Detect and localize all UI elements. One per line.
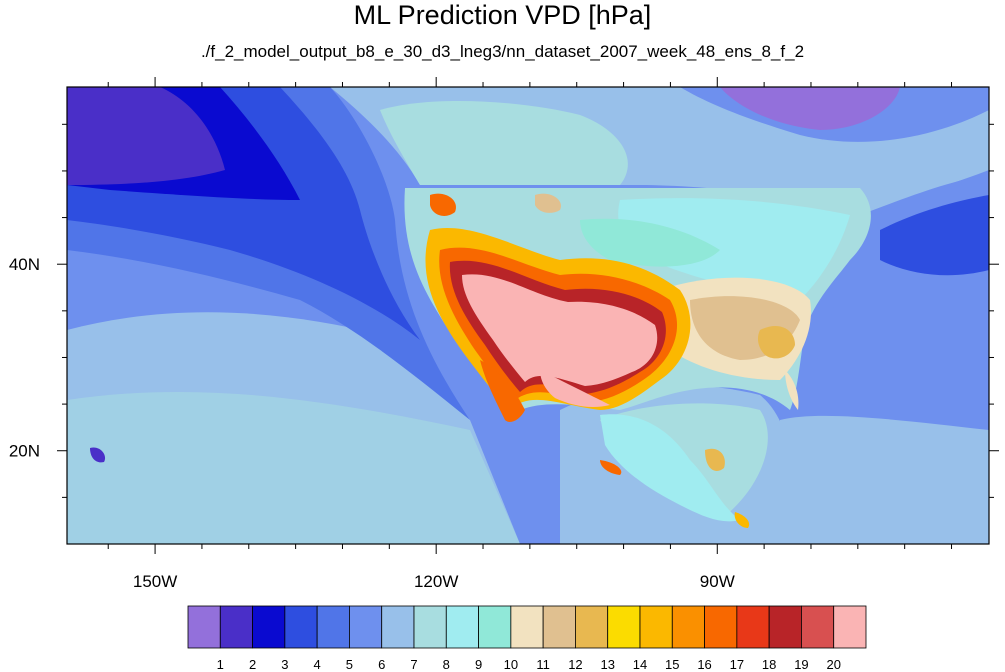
colorbar-label: 13 [600, 657, 614, 672]
colorbar-box [575, 605, 609, 649]
map-subtitle: ./f_2_model_output_b8_e_30_d3_lneg3/nn_d… [200, 42, 805, 61]
colorbar-box [833, 605, 867, 649]
colorbar-box [510, 605, 544, 649]
colorbar-box [607, 605, 641, 649]
plot-frame [66, 86, 990, 545]
colorbar-box [219, 605, 253, 649]
colorbar-label: 2 [249, 657, 256, 672]
colorbar-label: 18 [762, 657, 776, 672]
colorbar-label: 19 [794, 657, 808, 672]
map-title: ML Prediction VPD [hPa] [353, 0, 652, 30]
colorbar-box [445, 605, 479, 649]
colorbar-label: 8 [443, 657, 450, 672]
vpd-field [67, 87, 989, 544]
colorbar-label: 17 [730, 657, 744, 672]
colorbar-label: 12 [568, 657, 582, 672]
colorbar-label: 1 [217, 657, 224, 672]
colorbar-label: 15 [665, 657, 679, 672]
colorbar-box [671, 605, 705, 649]
colorbar-label: 3 [281, 657, 288, 672]
lon-tick-label: 90W [700, 572, 735, 591]
colorbar-box [768, 605, 802, 649]
colorbar-label: 4 [314, 657, 321, 672]
colorbar-label: 6 [378, 657, 385, 672]
colorbar-box [284, 605, 318, 649]
colorbar-box [639, 605, 673, 649]
axis-tick-labels: 150W 120W 90W 40N 20N [9, 255, 735, 591]
colorbar-label: 20 [826, 657, 840, 672]
colorbar-box [187, 605, 221, 649]
lat-tick-label: 20N [9, 442, 40, 461]
colorbar-label: 14 [633, 657, 647, 672]
vpd-map: 150W 120W 90W 40N 20N [9, 77, 999, 591]
colorbar-box [704, 605, 738, 649]
colorbar-label: 9 [475, 657, 482, 672]
colorbar-label: 11 [536, 657, 550, 672]
colorbar-label: 16 [697, 657, 711, 672]
colorbar-label: 5 [346, 657, 353, 672]
colorbar-box [381, 605, 415, 649]
colorbar-boxes [187, 605, 867, 649]
lon-tick-label: 150W [133, 572, 177, 591]
colorbar-label: 10 [504, 657, 518, 672]
colorbar-box [478, 605, 512, 649]
colorbar-box [736, 605, 770, 649]
colorbar-box [413, 605, 447, 649]
colorbar-box [252, 605, 286, 649]
colorbar-labels: 1 2 3 4 5 6 7 8 9 10 11 12 13 14 15 16 17 18 19 20 [217, 657, 841, 672]
axis-ticks [57, 77, 999, 554]
colorbar-box [316, 605, 350, 649]
colorbar-label: 7 [410, 657, 417, 672]
lat-tick-label: 40N [9, 255, 40, 274]
lon-tick-label: 120W [414, 572, 458, 591]
colorbar-box [542, 605, 576, 649]
colorbar-box [801, 605, 835, 649]
colorbar-box [349, 605, 383, 649]
